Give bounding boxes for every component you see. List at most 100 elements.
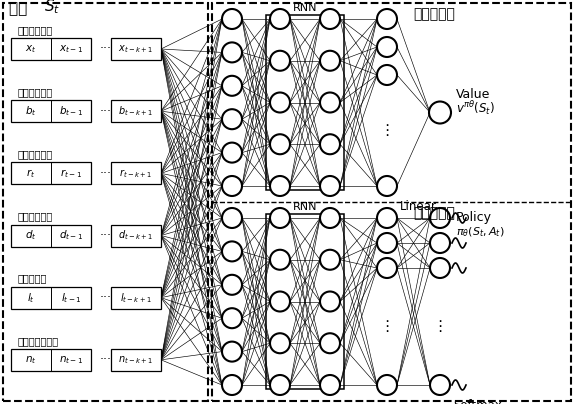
Text: Softmax: Softmax [453,399,502,404]
Text: $b_{t-1}$: $b_{t-1}$ [59,104,83,118]
Text: $r_{t-1}$: $r_{t-1}$ [60,167,82,180]
Circle shape [222,208,242,228]
Text: 历史接收码率: 历史接收码率 [18,149,53,159]
Circle shape [377,9,397,29]
Circle shape [222,9,242,29]
Text: RNN: RNN [293,202,317,212]
Circle shape [377,375,397,395]
Bar [111,162,161,184]
Text: RNN: RNN [293,3,317,13]
Text: 状态: 状态 [9,1,33,16]
Circle shape [270,208,290,228]
Circle shape [377,65,397,85]
Bar [111,287,161,309]
Text: $n_t$: $n_t$ [25,354,37,366]
Text: ···: ··· [100,105,112,118]
Text: $x_{t-1}$: $x_{t-1}$ [59,43,83,55]
Text: ⋮: ⋮ [379,319,395,334]
Circle shape [377,233,397,253]
Text: Linear: Linear [400,200,437,213]
Text: $l_{t-k+1}$: $l_{t-k+1}$ [120,291,152,305]
Bar [11,349,91,371]
Circle shape [320,375,340,395]
Text: 历史往返时间: 历史往返时间 [18,212,53,221]
Circle shape [222,375,242,395]
Text: $v^{\pi\theta}(S_t)$: $v^{\pi\theta}(S_t)$ [456,99,495,118]
Text: $b_{t-k+1}$: $b_{t-k+1}$ [118,104,154,118]
Text: ···: ··· [100,291,112,304]
Circle shape [222,109,242,129]
Text: 评论家网络: 评论家网络 [414,7,456,21]
Text: $r_{t-k+1}$: $r_{t-k+1}$ [119,167,153,180]
Circle shape [270,375,290,395]
Circle shape [320,208,340,228]
Circle shape [270,333,290,353]
Text: 历史重传包数量: 历史重传包数量 [18,336,59,346]
Circle shape [377,208,397,228]
Circle shape [222,42,242,62]
Bar [111,225,161,246]
Text: $b_t$: $b_t$ [25,104,37,118]
Text: ⋮: ⋮ [379,123,395,138]
Bar [3,3,208,401]
Circle shape [430,258,450,278]
Circle shape [377,176,397,196]
Circle shape [377,258,397,278]
Text: $l_{t-1}$: $l_{t-1}$ [61,291,82,305]
Bar [11,100,91,122]
Text: Policy: Policy [456,212,492,225]
Text: ···: ··· [100,229,112,242]
Text: $\boldsymbol{S_t}$: $\boldsymbol{S_t}$ [44,0,60,16]
Bar [11,287,91,309]
Circle shape [320,250,340,270]
Text: 行动者网络: 行动者网络 [414,206,456,220]
Circle shape [222,342,242,362]
Circle shape [377,37,397,57]
Circle shape [270,250,290,270]
Circle shape [320,51,340,71]
Text: $d_{t-k+1}$: $d_{t-k+1}$ [118,229,154,242]
Text: $n_{t-k+1}$: $n_{t-k+1}$ [118,354,154,366]
Circle shape [430,233,450,253]
Text: $n_{t-1}$: $n_{t-1}$ [59,354,83,366]
Circle shape [222,242,242,261]
Circle shape [222,76,242,96]
Circle shape [270,134,290,154]
Circle shape [429,101,451,124]
Text: 历史丢包率: 历史丢包率 [18,274,48,284]
Bar [111,100,161,122]
Circle shape [320,333,340,353]
Text: Value: Value [456,88,490,101]
Text: 历史缓冲大小: 历史缓冲大小 [18,87,53,97]
Circle shape [320,292,340,311]
Circle shape [270,93,290,112]
Text: ···: ··· [100,167,112,180]
Text: $r_t$: $r_t$ [26,167,36,180]
Bar [111,38,161,60]
Circle shape [320,93,340,112]
Bar [11,225,91,246]
Text: 历史发送码率: 历史发送码率 [18,25,53,35]
Circle shape [270,292,290,311]
Text: ···: ··· [100,42,112,55]
Bar [212,3,571,401]
Bar [11,162,91,184]
Circle shape [320,134,340,154]
Bar [266,214,344,389]
Bar [266,15,344,190]
Text: $l_t$: $l_t$ [27,291,35,305]
Circle shape [222,275,242,295]
Text: $d_t$: $d_t$ [25,229,37,242]
Text: $\pi_{\theta}(S_t,A_t)$: $\pi_{\theta}(S_t,A_t)$ [456,225,505,239]
Text: ···: ··· [100,354,112,366]
Text: $x_t$: $x_t$ [25,43,37,55]
Circle shape [270,9,290,29]
Text: $d_{t-1}$: $d_{t-1}$ [59,229,83,242]
Circle shape [430,208,450,228]
Circle shape [270,176,290,196]
Bar [11,38,91,60]
Circle shape [270,51,290,71]
Circle shape [320,9,340,29]
Circle shape [430,375,450,395]
Text: $x_{t-k+1}$: $x_{t-k+1}$ [118,43,153,55]
